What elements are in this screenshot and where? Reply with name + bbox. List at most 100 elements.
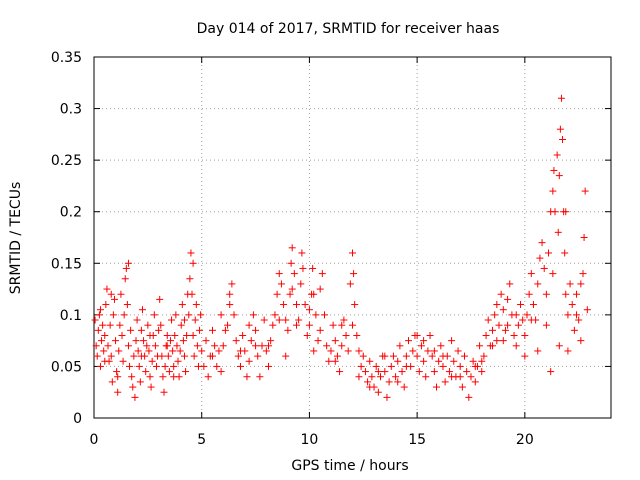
data-point [545,249,553,257]
data-point [134,347,142,355]
data-point [150,311,158,319]
data-point [171,331,179,339]
data-point [163,331,171,339]
data-point [143,342,151,350]
data-point [349,249,356,257]
y-tick-label: 0 [73,411,82,427]
data-point [551,208,559,216]
x-tick-label: 0 [90,432,99,448]
data-point [192,301,200,309]
data-point [577,280,585,288]
data-point [132,337,140,345]
data-point [353,331,361,339]
axis-ticks: 0 0.05 0.1 0.15 0.2 0.25 0.3 0.35 0 5 10 15 20 [51,50,611,448]
data-point [252,326,260,334]
data-point [377,373,385,381]
data-point [422,373,430,381]
x-axis-label: GPS time / hours [291,458,408,474]
data-point [180,316,188,324]
data-point [226,290,234,298]
data-point [131,393,139,401]
data-point [331,357,339,365]
data-point [512,311,520,319]
y-tick-label: 0.15 [51,256,82,272]
data-point [110,295,118,303]
data-point [456,373,464,381]
data-point [346,280,354,288]
data-point [197,311,205,319]
data-point [254,352,262,360]
y-axis-label: SRMTID / TECUs [8,182,24,295]
data-point [298,249,306,257]
data-point [340,316,348,324]
data-point [121,275,129,283]
data-point [476,342,484,350]
data-point [413,352,421,360]
data-point [108,378,116,386]
data-point [190,352,198,360]
data-point [359,352,367,360]
data-point [555,172,563,180]
data-point [117,290,125,298]
data-point [437,342,445,350]
x-tick-label: 10 [301,432,319,448]
data-point [461,352,469,360]
data-point [381,368,389,376]
data-point [580,234,588,241]
data-point [297,280,305,288]
data-point [471,378,479,386]
data-point [163,342,171,350]
data-point [282,316,290,324]
data-point [445,368,453,376]
data-point [130,352,138,360]
data-point [187,249,195,257]
grid [94,57,611,418]
y-tick-label: 0.35 [51,50,82,66]
data-point [202,337,210,345]
data-point [232,337,240,345]
data-point [146,373,154,381]
data-point [140,337,148,345]
data-point [471,362,479,370]
data-point [109,311,117,319]
data-point [389,352,397,360]
data-point [310,347,318,355]
data-point [314,337,322,345]
data-point [104,342,112,350]
data-point [275,270,283,278]
data-point [482,331,490,339]
data-point [318,270,326,278]
data-point [521,331,529,339]
data-point [383,393,391,401]
data-point [247,337,255,345]
data-point [288,244,296,252]
data-point [273,290,281,298]
data-point [95,311,103,319]
data-point [402,352,410,360]
data-point [557,94,565,102]
data-point [542,290,550,298]
data-point [288,285,296,293]
data-point [456,362,464,370]
data-point [484,316,492,324]
data-point [387,362,395,370]
data-point [501,326,509,334]
data-point [409,347,417,355]
data-point [504,295,512,303]
data-point [493,337,501,345]
data-point [303,331,311,339]
data-point [204,373,212,381]
data-point [116,321,124,329]
data-point [252,342,260,350]
data-point [113,368,121,376]
data-point [458,383,466,391]
data-point [499,337,507,345]
data-point [155,326,163,334]
data-point [243,373,251,381]
data-point [320,311,328,319]
data-point [517,301,525,309]
data-point [554,228,562,236]
data-point [441,378,449,386]
